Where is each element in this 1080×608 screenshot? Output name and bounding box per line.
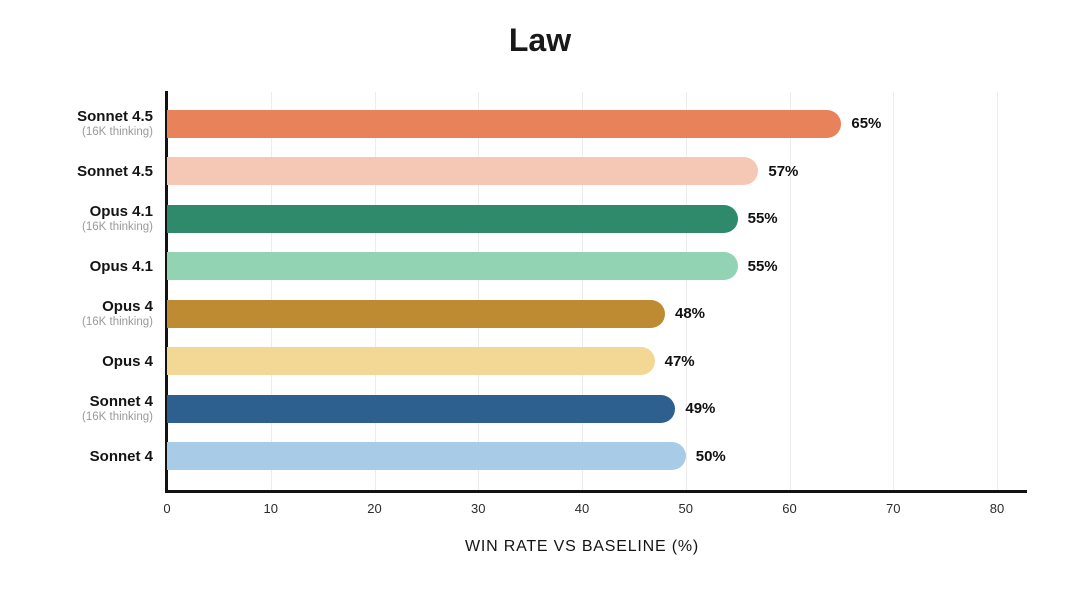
bar-track: 50%: [167, 433, 1060, 481]
category-label: Sonnet 4.5: [0, 163, 167, 180]
bar-value-label: 48%: [675, 305, 706, 323]
model-sublabel: (16K thinking): [82, 316, 153, 329]
category-label: Opus 4.1 (16K thinking): [0, 203, 167, 234]
chart-title: Law: [508, 22, 572, 58]
bar-value-label: 55%: [747, 210, 778, 228]
bar-value-label: 57%: [768, 162, 799, 180]
model-name: Sonnet 4.5: [77, 162, 153, 180]
model-name: Opus 4.1: [89, 257, 153, 275]
chart-row: Sonnet 4 50%: [0, 433, 1060, 481]
bar: [167, 157, 759, 186]
x-tick-label: 30: [471, 501, 486, 516]
bar-value-label: 50%: [695, 447, 726, 465]
bar-value-label: 47%: [664, 352, 695, 370]
bar-track: 57%: [167, 148, 1060, 196]
category-label: Sonnet 4: [0, 448, 167, 465]
category-label: Opus 4 (16K thinking): [0, 298, 167, 329]
x-tick-label: 50: [678, 501, 693, 516]
bar-value-label: 49%: [685, 400, 716, 418]
bar-track: 55%: [167, 195, 1060, 243]
category-label: Opus 4: [0, 353, 167, 370]
gridline: [374, 92, 376, 490]
chart-row: Opus 4.1 55%: [0, 243, 1060, 291]
model-name: Sonnet 4: [89, 393, 153, 411]
x-axis-label: WIN RATE VS BASELINE (%): [464, 538, 700, 555]
chart-row: Sonnet 4.5 57%: [0, 148, 1060, 196]
x-tick-label: 10: [263, 501, 278, 516]
bar: [167, 347, 655, 376]
chart-row: Opus 4 (16K thinking) 48%: [0, 290, 1060, 338]
model-name: Sonnet 4: [89, 447, 153, 465]
bar: [167, 394, 676, 423]
bar: [167, 252, 738, 281]
chart-row: Opus 4.1 (16K thinking) 55%: [0, 195, 1060, 243]
x-tick-label: 70: [886, 501, 901, 516]
y-axis-line: [165, 91, 168, 492]
bar-track: 55%: [167, 243, 1060, 291]
bar: [167, 442, 686, 471]
chart-row: Opus 4 47%: [0, 338, 1060, 386]
bar: [167, 204, 738, 233]
category-label: Sonnet 4.5 (16K thinking): [0, 108, 167, 139]
bar-track: 47%: [167, 338, 1060, 386]
bar-value-label: 65%: [851, 115, 882, 133]
model-name: Opus 4: [102, 352, 153, 370]
gridline: [478, 92, 480, 490]
gridline: [685, 92, 687, 490]
category-label: Opus 4.1: [0, 258, 167, 275]
x-tick-label: 80: [989, 501, 1005, 516]
bar-track: 65%: [167, 100, 1060, 148]
chart-row: Sonnet 4 (16K thinking) 49%: [0, 385, 1060, 433]
bar-value-label: 55%: [747, 257, 778, 275]
category-label: Sonnet 4 (16K thinking): [0, 393, 167, 424]
model-name: Opus 4.1: [89, 203, 153, 221]
gridline: [789, 92, 791, 490]
model-sublabel: (16K thinking): [82, 221, 153, 234]
gridline: [270, 92, 272, 490]
gridline: [997, 92, 998, 490]
x-tick-label: 0: [163, 501, 171, 516]
bar: [167, 299, 665, 328]
model-name: Sonnet 4.5: [77, 108, 153, 126]
x-tick-label: 40: [574, 501, 590, 516]
bars-area: Sonnet 4.5 (16K thinking) 65% Sonnet 4.5 57%…: [0, 100, 1060, 480]
x-tick-label: 60: [782, 501, 797, 516]
chart-row: Sonnet 4.5 (16K thinking) 65%: [0, 100, 1060, 148]
x-axis-line: [165, 490, 1027, 493]
bar-track: 48%: [167, 290, 1060, 338]
bar-track: 49%: [167, 385, 1060, 433]
gridline: [582, 92, 583, 490]
x-tick-label: 20: [367, 501, 382, 516]
gridline: [893, 92, 895, 490]
model-sublabel: (16K thinking): [82, 411, 153, 424]
model-sublabel: (16K thinking): [82, 126, 153, 139]
bar: [167, 109, 842, 138]
model-name: Opus 4: [102, 298, 153, 316]
